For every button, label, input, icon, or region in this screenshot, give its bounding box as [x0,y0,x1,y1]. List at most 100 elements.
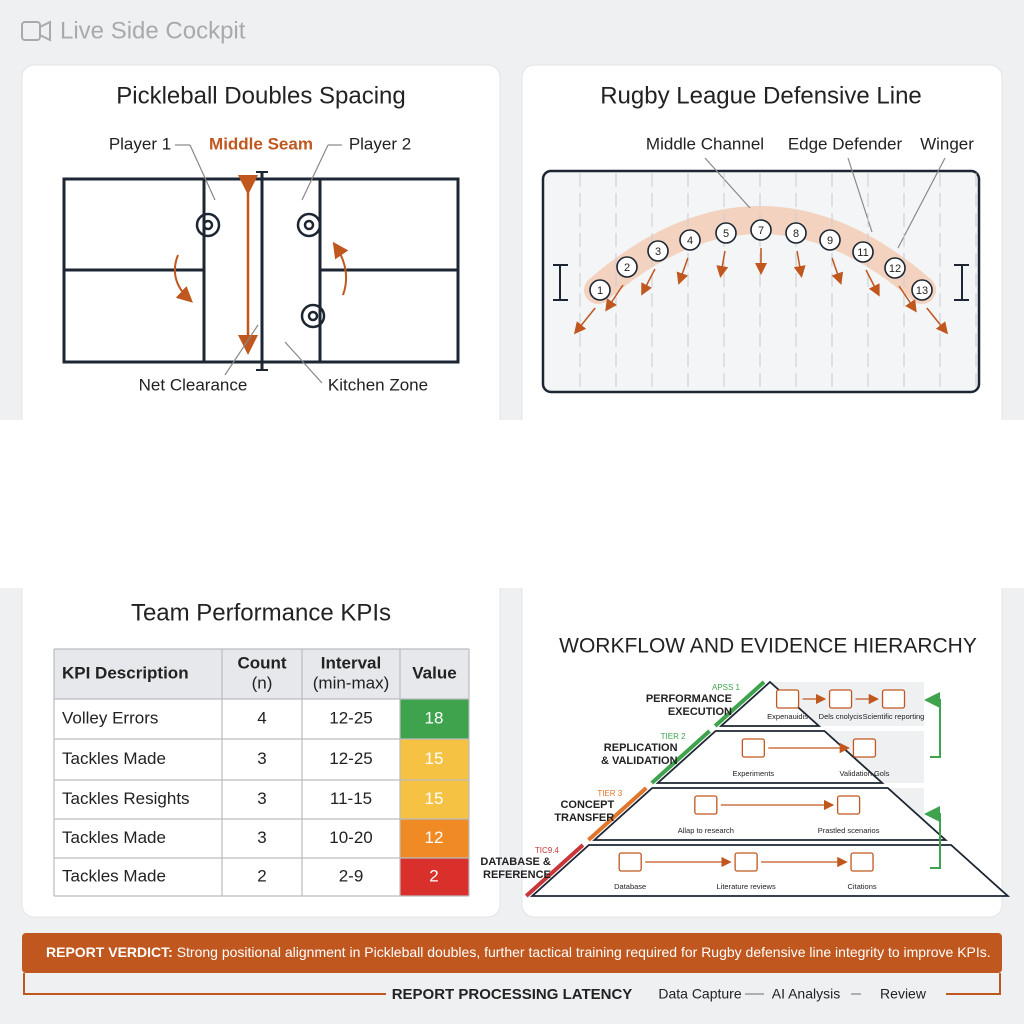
kpi-panel: Team Performance KPIs KPI Description Cou… [53,599,470,897]
item-label: Prastled scenarios [818,826,880,835]
kpi-interval: 12-25 [329,749,372,768]
move-arrow [865,269,880,297]
move-arrow [573,307,596,335]
feedback-arrow [924,806,941,869]
move-arrow [926,307,949,335]
player-marker [819,229,841,251]
item-label: Validation Gols [839,769,889,778]
item-icon [734,852,758,872]
tier-tag: APSS 1 [712,683,741,692]
label: Player 1 [109,134,171,153]
leaders [175,144,342,384]
player-number: 5 [723,228,729,240]
blank-band [0,420,1024,588]
tier-label: & VALIDATION [601,755,678,767]
move-arrow [641,268,656,296]
item-icon [694,795,718,815]
tier-shape [592,787,948,841]
value-cell [400,858,469,896]
kpi-name: Volley Errors [62,708,158,727]
player-number: 4 [687,235,693,247]
item-icon [618,852,642,872]
player-marker [911,279,933,301]
player-marker [616,256,638,278]
kpi-name: Tackles Resights [62,789,190,808]
kpi-name: Tackles Made [62,749,166,768]
player-marker [852,241,874,263]
tier-label: CONCEPT [560,799,614,811]
kpi-name: Tackles Made [62,828,166,847]
player-marker [647,240,669,262]
item-label: Scientific reporting [863,712,925,721]
kpi-value: 18 [425,708,444,727]
table-header: Value [412,663,456,682]
table-header: (min-max) [313,673,390,692]
kpi-value: 15 [425,789,444,808]
tier-label: TRANSFER [554,812,614,824]
move-arrow [174,254,193,303]
player-number: 12 [889,263,901,275]
player-icon [195,212,221,238]
rugby-panel: Rugby League Defensive Line Middle Chann… [541,82,981,394]
panel-title: Rugby League Defensive Line [600,82,922,109]
player-number: 7 [758,225,764,237]
item-icon [775,689,800,709]
latency-title: REPORT PROCESSING LATENCY [392,986,633,1003]
tier-tag: TIER 3 [597,789,622,798]
label: Middle Seam [209,134,313,153]
item-icon [852,738,877,758]
workflow-panel: WORKFLOW AND EVIDENCE HIERARCHY APSS 1PE… [480,635,1011,898]
tier-tag: TIER 2 [661,732,686,741]
player-number: 9 [827,235,833,247]
app-title: Live Side Cockpit [60,17,246,44]
tier-shape [529,844,1011,897]
tier-label: REPLICATION [604,742,678,754]
player-number: 8 [793,228,799,240]
kpi-interval: 2-9 [339,866,364,885]
tier-accent [713,680,766,728]
table-header: Interval [321,653,381,672]
player-marker [884,257,906,279]
kpi-count: 4 [257,708,266,727]
label: Winger [920,134,974,153]
player-icon [303,219,315,231]
goal-post [954,264,969,301]
panel-title: Pickleball Doubles Spacing [116,82,406,109]
table-header: KPI Description [62,663,189,682]
item-label: Experiments [732,769,774,778]
verdict-bar: REPORT VERDICT: Strong positional alignm… [22,933,1002,973]
move-arrow [898,285,917,313]
camera-lens [39,20,51,42]
tier-label: DATABASE & [480,856,551,868]
verdict-background [22,933,1002,973]
player-marker [750,219,772,241]
player-number: 1 [597,285,603,297]
leader [189,144,216,201]
leader [224,324,259,376]
value-cell [400,739,469,780]
verdict-text: Strong positional alignment in Picklebal… [177,944,991,960]
kpi-value: 15 [425,749,444,768]
item-icon [881,689,906,709]
move-arrow [831,257,844,285]
latency-mask [386,984,946,1004]
player-icon [202,219,214,231]
panel-title: Team Performance KPIs [131,599,391,626]
move-arrow [605,284,624,312]
label: Player 2 [349,134,411,153]
move-arrow [676,257,689,285]
move-arrow [716,250,729,278]
pickleball-panel: Pickleball Doubles Spacing Player 1 Midd… [62,82,460,394]
kpi-count: 3 [257,828,266,847]
leader [704,157,751,209]
item-label: Citations [847,882,876,891]
leader [284,341,323,384]
latency-step: Data Capture [658,986,741,1002]
player-marker [785,222,807,244]
players [195,212,326,329]
tier-shape [655,730,885,784]
label: Kitchen Zone [328,375,428,394]
kpi-value: 2 [429,866,438,885]
item-label: Expenauidis [767,712,808,721]
